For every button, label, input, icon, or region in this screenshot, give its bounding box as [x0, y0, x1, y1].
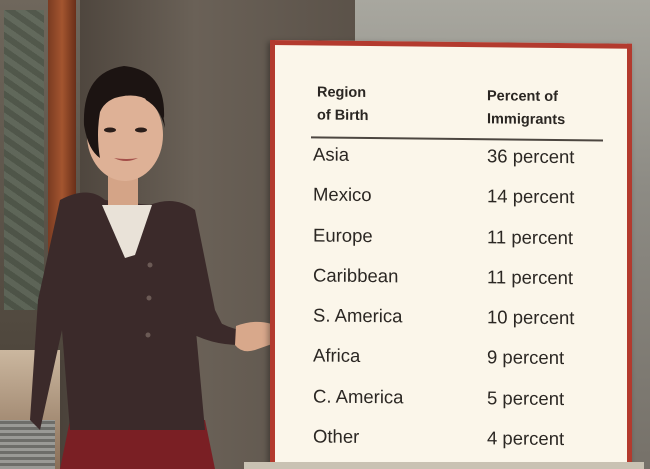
presenter-cardigan: [30, 192, 225, 430]
header-region-line1: Region: [317, 84, 367, 102]
presenter-eye-right: [135, 127, 147, 133]
presenter-figure: [30, 66, 286, 469]
header-region-line2: of Birth: [317, 107, 369, 125]
window-pane: [4, 10, 44, 310]
region-cell: Asia: [313, 143, 349, 165]
board-stand: [244, 462, 644, 469]
percent-cell: 14 percent: [487, 185, 575, 208]
percent-cell: 5 percent: [487, 387, 565, 410]
header-region-of-birth: Region of Birth: [317, 81, 437, 128]
header-percent-of-immigrants: Percent of Immigrants: [487, 85, 617, 132]
presenter-arm: [185, 300, 240, 345]
region-cell: Mexico: [313, 183, 372, 206]
data-board: Region of Birth Percent of Immigrants As…: [270, 40, 632, 469]
percent-cell: 11 percent: [487, 226, 574, 249]
region-cell: S. America: [313, 304, 403, 327]
presenter-mouth: [114, 158, 138, 161]
table-row: Caribbean 11 percent: [275, 264, 627, 308]
table-row: C. America 5 percent: [275, 385, 627, 429]
region-cell: C. America: [313, 385, 404, 408]
radiator-vent: [0, 420, 55, 469]
table-row: Mexico 14 percent: [275, 183, 627, 227]
percent-cell: 36 percent: [487, 145, 575, 168]
table-row: Europe 11 percent: [275, 224, 627, 268]
region-cell: Caribbean: [313, 264, 399, 287]
header-percent-line1: Percent of: [487, 88, 558, 106]
table-row: Africa 9 percent: [275, 344, 627, 388]
presenter-eye-left: [104, 127, 116, 133]
header-percent-line2: Immigrants: [487, 111, 566, 129]
percent-cell: 4 percent: [487, 427, 565, 450]
region-cell: Other: [313, 425, 360, 447]
percent-cell: 11 percent: [487, 266, 574, 289]
table-row: Asia 36 percent: [275, 143, 627, 187]
presenter-face: [87, 89, 163, 181]
table-row: S. America 10 percent: [275, 304, 627, 348]
presenter-hair: [83, 66, 165, 158]
region-cell: Europe: [313, 224, 373, 247]
presenter-skirt: [60, 420, 215, 469]
percent-cell: 9 percent: [487, 346, 565, 369]
region-cell: Africa: [313, 344, 361, 366]
header-divider: [311, 136, 603, 142]
presenter-shirt: [102, 205, 152, 258]
percent-cell: 10 percent: [487, 306, 575, 329]
